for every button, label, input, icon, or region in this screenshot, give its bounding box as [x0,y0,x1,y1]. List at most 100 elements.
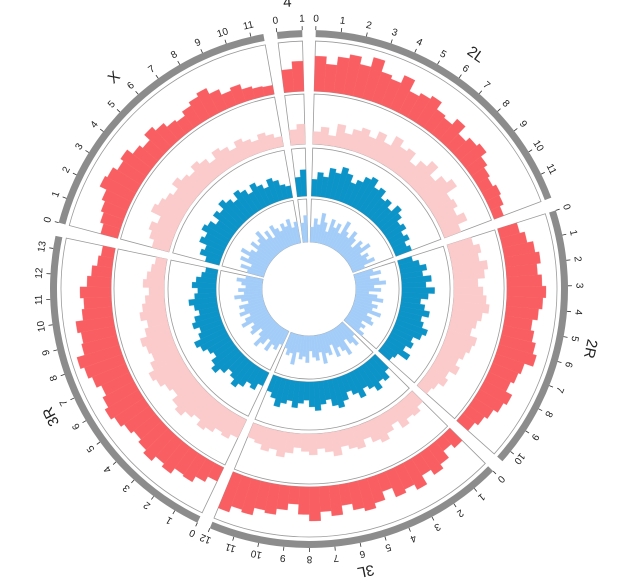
tick-label: 2 [571,256,583,263]
track4-bar [284,332,294,349]
chromosome-label-x: X [105,68,124,87]
track3-bar [266,374,278,393]
tick-label: 9 [193,37,203,49]
tick-label: 4 [408,532,418,544]
track2-bar [154,256,168,267]
tick-label: 0 [313,14,319,25]
tick-mark [359,542,362,547]
tick-label: 12 [198,531,213,546]
track2-bar [148,287,165,296]
track2-bar [441,224,462,239]
tick-mark [155,74,159,79]
tick-label: 6 [70,421,83,432]
tick-mark [112,461,117,465]
tick-label: 2 [365,20,373,32]
tick-mark [172,510,176,515]
tick-mark [408,527,411,532]
tick-label: 6 [358,548,366,560]
chromosome-label-2l: 2L [464,43,487,67]
tick-mark [492,470,497,475]
track2-bar [453,286,484,296]
track1-bar [490,205,504,220]
tick-mark [85,150,90,153]
tick-label: 5 [85,443,97,454]
tick-mark [513,128,518,132]
tick-mark [72,172,77,176]
tick-label: 2 [454,507,465,519]
tick-mark [437,60,440,65]
tick-mark [135,90,139,95]
tick-mark [366,32,368,37]
tick-label: 11 [544,162,559,177]
tick-mark [53,349,58,352]
tick-mark [563,336,568,338]
tick-mark [458,74,462,79]
tick-label: 0 [272,15,279,27]
track3-bar [394,245,412,257]
tick-mark [207,528,211,533]
tick-mark [557,361,562,363]
track3-bar [378,347,393,361]
tick-label: 13 [36,240,49,253]
tick-label: 8 [48,373,60,382]
tick-label: 6 [125,80,137,92]
tick-label: 1 [50,190,62,199]
tick-label: 7 [332,552,339,564]
tick-label: 11 [224,540,238,554]
tick-label: 9 [517,119,529,130]
tick-label: 5 [568,335,580,343]
track2-bar [453,278,479,288]
tick-label: 5 [438,49,449,62]
track4-bar [351,264,366,273]
track1-bar [218,471,243,513]
chromosome-label-3l: 3L [356,561,376,579]
tick-mark [525,430,530,434]
tick-mark [453,503,457,508]
tick-mark [177,60,181,65]
ideogram-4 [276,30,303,39]
ideogram-3l [209,466,494,549]
tick-label: 1 [567,229,579,237]
tick-mark [49,247,54,249]
tick-mark [54,221,59,224]
tick-mark [62,196,67,199]
track1-bar [100,245,116,259]
tick-label: 11 [34,294,45,305]
track1-bar [291,60,304,92]
tick-mark [82,420,87,424]
tick-label: 2 [141,499,152,511]
track3-bar [299,169,307,197]
tick-label: 10 [511,451,527,467]
tick-label: 12 [34,267,46,279]
tick-mark [131,479,135,484]
track4-bar [303,215,308,243]
tick-mark [562,233,567,236]
tick-mark [96,441,101,445]
tick-mark [200,49,203,54]
ideogram-2l [315,30,552,201]
histogram-tracks [60,40,558,538]
tick-label: 3 [74,141,87,152]
tick-mark [249,32,252,37]
tick-mark [549,385,554,388]
tick-mark [510,451,515,455]
track3-bar [205,267,219,275]
chromosome-labels: 2L 2R 3L 3R X 4 [39,0,600,579]
track2-bar [316,433,326,449]
track4-bar [343,318,365,337]
ideogram-ring [49,30,568,549]
tick-mark [70,397,75,401]
track2-bar [312,131,322,145]
track3-bar [197,287,217,294]
tick-label: 8 [500,98,512,110]
track2-bar [247,422,261,440]
tick-label: 9 [528,431,540,442]
track4-bar [245,275,264,282]
tick-label: 0 [42,215,54,224]
track1-bar [506,274,543,287]
tick-label: 9 [41,348,53,356]
tick-label: 4 [102,463,114,475]
tick-label: 4 [414,37,424,49]
tick-mark [478,90,483,95]
track2-bar [309,433,318,456]
